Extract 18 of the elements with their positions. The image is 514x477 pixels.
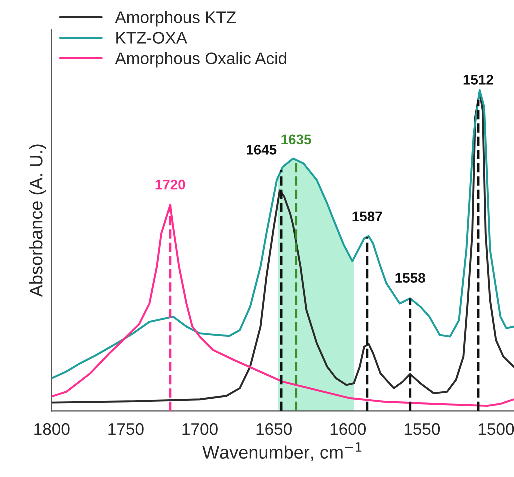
ref-line-label: 1587 [352, 212, 382, 222]
x-tick-label: 1600 [330, 423, 366, 436]
x-tick-label: 1500 [478, 423, 514, 436]
ref-line-label: 1645 [247, 145, 277, 155]
ref-line-label: 1720 [156, 180, 186, 190]
x-tick-label: 1750 [108, 423, 144, 436]
ref-line-label: 1635 [282, 134, 312, 145]
legend-label: Amorphous KTZ [115, 11, 236, 27]
y-axis-title: Absorbance (A. U.) [30, 144, 46, 298]
legend-label: KTZ-OXA [116, 32, 188, 44]
x-axis-title: Wavenumber, cm$^{−1}$ [202, 442, 362, 462]
ref-line-label: 1512 [464, 75, 494, 85]
x-tick-label: 1550 [404, 423, 440, 436]
x-tick-label: 1800 [34, 423, 70, 436]
x-tick-label: 1650 [256, 423, 292, 436]
ref-line-label: 1558 [396, 273, 426, 284]
legend-label: Amorphous Oxalic Acid [115, 52, 286, 68]
x-tick-label: 1700 [182, 423, 218, 436]
